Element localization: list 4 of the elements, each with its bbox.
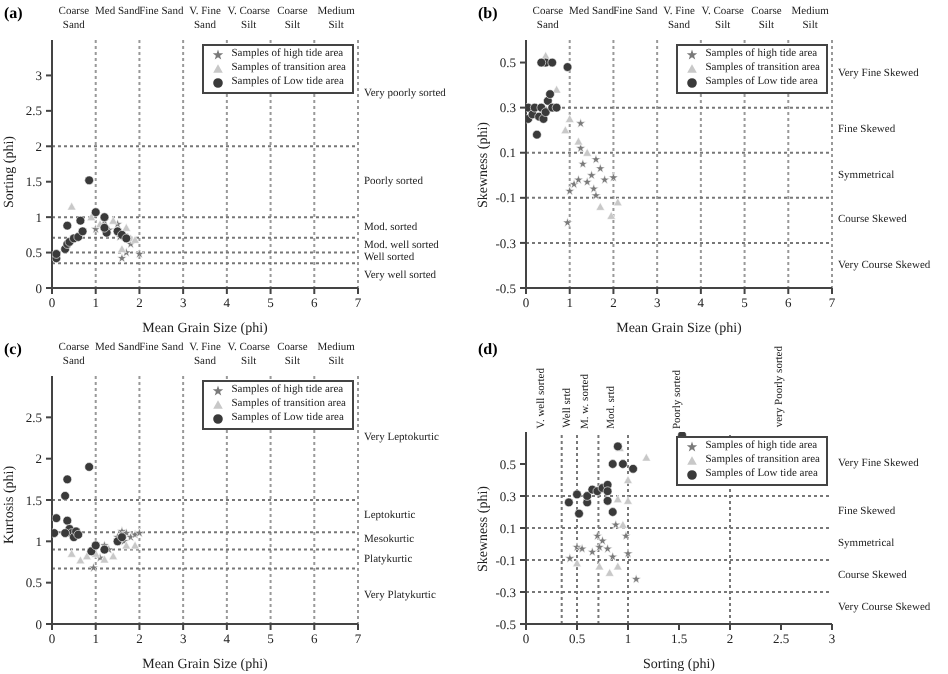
chart-title: (b) xyxy=(478,4,498,22)
chart-title: (d) xyxy=(478,340,498,358)
chart-title: (a) xyxy=(4,4,23,22)
chart-title: (c) xyxy=(4,340,22,358)
